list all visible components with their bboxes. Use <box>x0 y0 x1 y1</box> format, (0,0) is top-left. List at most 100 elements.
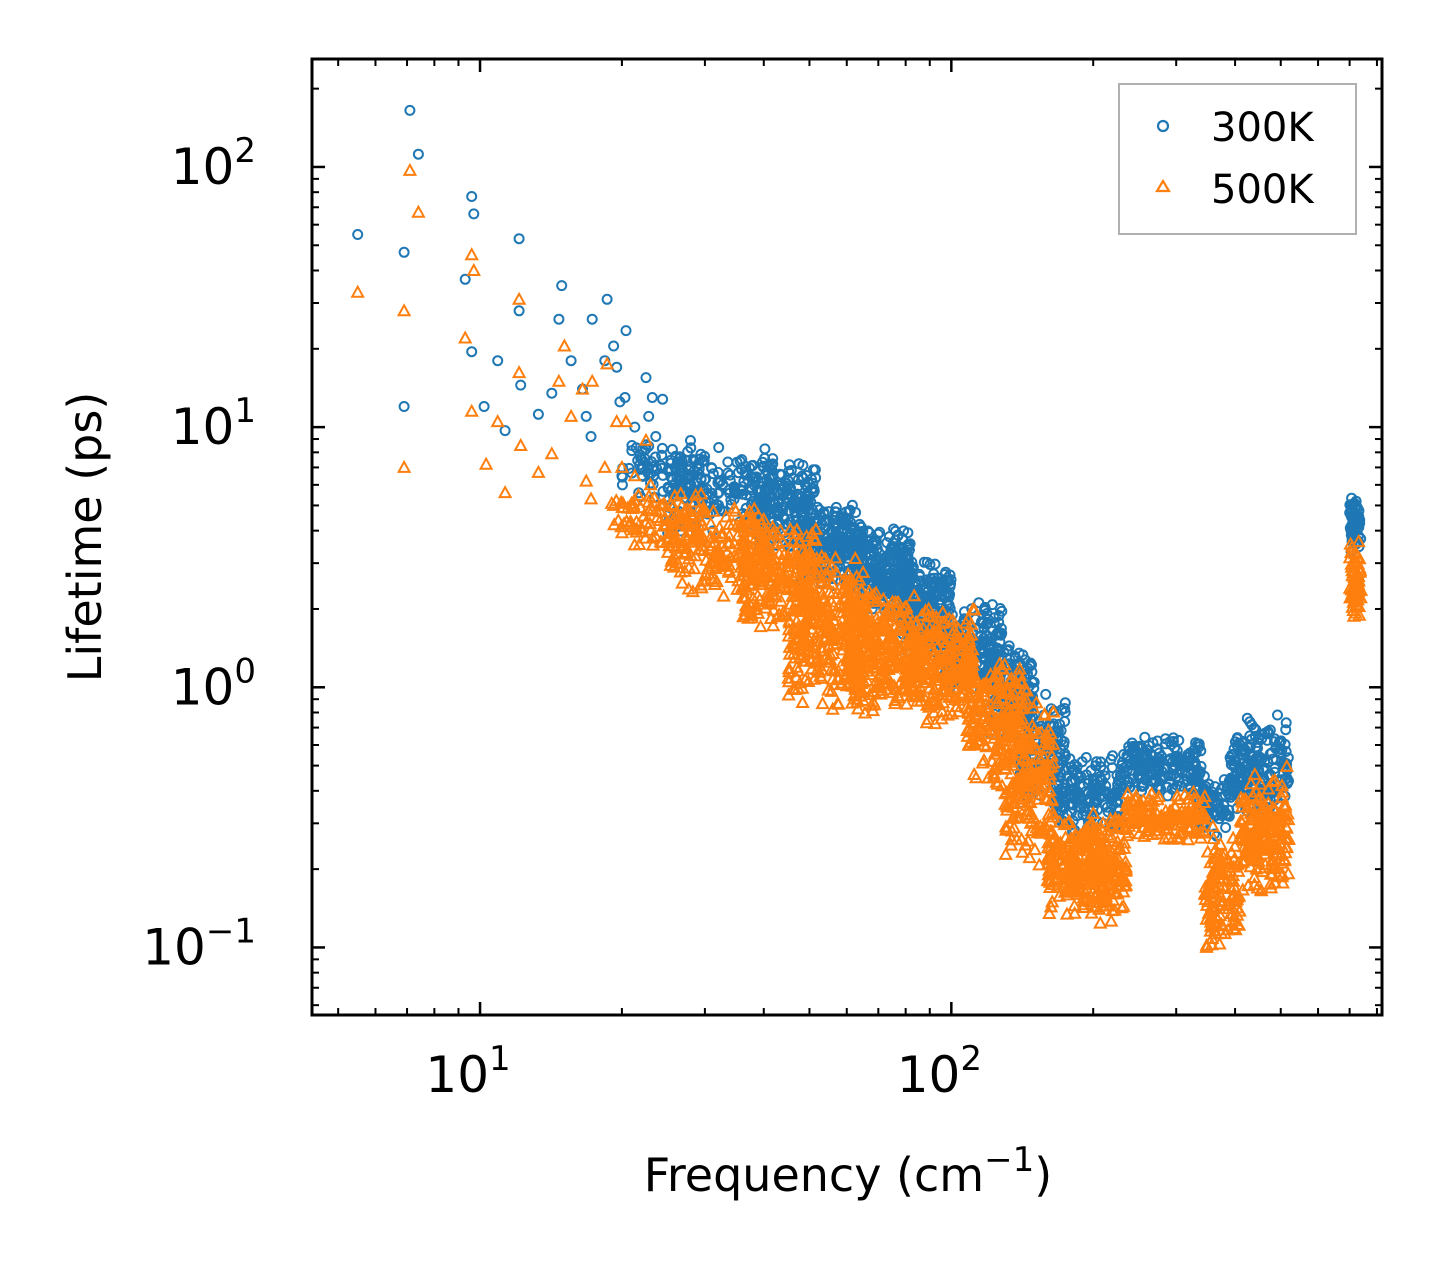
data-point-500k <box>806 615 821 629</box>
data-point-500k <box>636 508 651 522</box>
data-point-500k <box>945 612 960 626</box>
data-point-500k <box>693 577 708 591</box>
data-point-500k <box>849 646 865 660</box>
data-point-300k <box>1234 763 1246 775</box>
data-point-500k <box>1186 784 1201 798</box>
data-point-300k <box>676 458 688 470</box>
data-point-500k <box>923 642 938 656</box>
data-point-500k <box>1189 790 1204 804</box>
data-point-500k <box>825 621 841 635</box>
data-point-300k <box>1234 770 1246 782</box>
data-point-300k <box>352 229 364 240</box>
data-point-500k <box>402 162 418 176</box>
data-point-500k <box>648 528 663 542</box>
data-point-300k <box>1069 784 1081 796</box>
data-point-300k <box>788 501 800 513</box>
data-point-300k <box>673 453 685 465</box>
data-point-300k <box>1051 779 1062 791</box>
data-point-500k <box>1205 874 1220 888</box>
data-point-500k <box>1212 856 1227 870</box>
data-point-500k <box>847 601 862 615</box>
data-point-500k <box>880 669 895 683</box>
data-point-300k <box>756 472 768 484</box>
data-point-500k <box>784 581 800 595</box>
data-point-500k <box>1038 760 1053 774</box>
data-point-300k <box>1205 792 1217 804</box>
data-point-500k <box>396 459 412 473</box>
data-point-300k <box>1059 716 1071 727</box>
data-point-500k <box>1040 729 1055 743</box>
data-point-300k <box>750 471 762 483</box>
data-point-300k <box>468 208 480 220</box>
data-point-500k <box>703 529 719 543</box>
data-point-500k <box>899 696 914 710</box>
data-point-300k <box>836 531 848 543</box>
data-point-500k <box>743 572 758 586</box>
data-point-500k <box>709 574 724 588</box>
data-point-500k <box>1119 805 1134 819</box>
data-point-300k <box>792 474 804 486</box>
data-point-500k <box>1110 885 1125 899</box>
data-point-300k <box>1344 499 1356 511</box>
data-point-300k <box>1239 744 1251 756</box>
data-point-500k <box>1184 807 1200 821</box>
data-point-500k <box>1057 879 1072 893</box>
data-point-500k <box>925 693 940 707</box>
data-point-500k <box>1009 699 1025 713</box>
data-point-500k <box>844 695 860 709</box>
data-point-500k <box>604 495 619 509</box>
data-point-300k <box>1228 789 1240 801</box>
data-point-300k <box>1088 775 1100 787</box>
data-point-300k <box>1121 776 1133 788</box>
data-point-500k <box>942 611 957 625</box>
data-point-300k <box>841 518 853 530</box>
data-point-500k <box>1060 815 1076 829</box>
data-point-300k <box>913 568 925 580</box>
data-point-500k <box>1044 793 1059 807</box>
data-point-500k <box>765 519 780 533</box>
data-point-500k <box>979 739 994 753</box>
data-point-500k <box>938 653 954 667</box>
data-point-500k <box>848 679 863 693</box>
data-point-500k <box>977 710 992 724</box>
data-point-500k <box>766 618 781 632</box>
data-point-500k <box>806 530 821 544</box>
data-point-500k <box>870 593 885 607</box>
data-point-500k <box>939 687 954 701</box>
data-point-500k <box>928 694 943 708</box>
data-point-500k <box>856 692 871 706</box>
data-point-500k <box>674 498 689 512</box>
data-point-500k <box>812 634 827 648</box>
data-point-500k <box>1173 809 1188 823</box>
data-point-500k <box>795 694 810 708</box>
data-point-500k <box>749 552 764 566</box>
data-point-500k <box>627 537 642 551</box>
data-point-500k <box>1003 837 1019 851</box>
data-point-300k <box>1144 754 1156 766</box>
data-point-500k <box>836 572 851 586</box>
data-point-300k <box>1107 750 1119 762</box>
data-point-500k <box>792 637 808 651</box>
data-point-300k <box>1220 822 1232 833</box>
data-point-500k <box>1227 909 1242 923</box>
data-point-500k <box>1226 921 1241 935</box>
data-point-300k <box>924 589 936 601</box>
data-point-300k <box>1249 756 1261 768</box>
data-point-300k <box>993 616 1005 628</box>
data-point-500k <box>673 510 688 524</box>
data-point-500k <box>1020 778 1036 792</box>
data-point-500k <box>825 671 840 685</box>
data-point-500k <box>747 515 762 529</box>
data-point-500k <box>641 488 657 502</box>
data-point-500k <box>773 593 789 607</box>
data-point-500k <box>994 778 1010 792</box>
data-point-300k <box>707 468 719 480</box>
data-point-500k <box>1006 810 1021 824</box>
data-point-500k <box>1114 868 1129 882</box>
data-point-300k <box>899 573 911 585</box>
data-point-500k <box>736 562 751 576</box>
data-point-500k <box>792 533 807 547</box>
data-point-500k <box>1012 661 1027 675</box>
data-point-500k <box>776 604 791 618</box>
data-point-500k <box>888 692 903 706</box>
